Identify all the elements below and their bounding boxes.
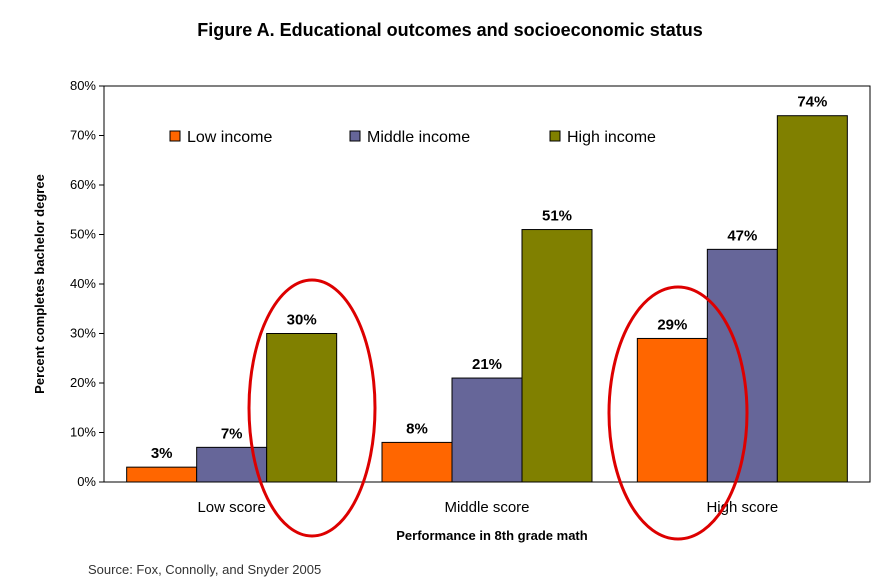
data-label: 3% [151,445,173,462]
data-label: 51% [542,208,572,225]
y-tick-label: 10% [70,425,96,440]
y-axis: 0% 10% 20% 30% 40% 50% 60% 70% 80% [70,78,104,489]
y-tick-label: 50% [70,227,96,242]
y-axis-title: Percent completes bachelor degree [32,174,47,394]
legend-swatch [549,130,561,142]
source-note: Source: Fox, Connolly, and Snyder 2005 [88,562,321,577]
highlight-annotations [247,278,749,541]
y-tick-label: 80% [70,78,96,93]
chart-title: Figure A. Educational outcomes and socio… [197,20,702,40]
y-tick-label: 40% [70,276,96,291]
data-label: 29% [657,316,687,333]
bar [266,333,338,483]
bar [451,377,523,483]
bar [381,441,453,483]
data-labels: 3% 7% 30% 8% 21% 51% 29% 47% 74% [151,94,828,462]
bar [776,115,848,483]
legend-swatch [169,130,181,142]
x-axis-title: Performance in 8th grade math [396,528,587,543]
highlight-ellipse [247,278,377,538]
highlight-ellipse [607,285,749,541]
bars [126,115,848,483]
legend-label: Middle income [367,129,470,146]
data-label: 74% [797,94,827,111]
x-tick-label: Low score [197,499,265,516]
legend-label: High income [567,129,656,146]
bar [521,229,593,483]
y-tick-label: 70% [70,128,96,143]
x-axis: Low score Middle score High score [197,499,778,516]
y-tick-label: 20% [70,375,96,390]
y-tick-label: 30% [70,326,96,341]
data-label: 21% [472,356,502,373]
data-label: 47% [727,227,757,244]
legend-swatch [349,130,361,142]
y-tick-label: 0% [77,474,96,489]
data-label: 30% [287,312,317,329]
x-tick-label: Middle score [444,499,529,516]
bar [126,466,198,483]
bar [636,337,708,483]
x-tick-label: High score [706,499,778,516]
legend-label: Low income [187,129,272,146]
legend: Low income Middle income High income [169,129,656,146]
data-label: 8% [406,420,428,437]
y-tick-label: 60% [70,177,96,192]
data-label: 7% [221,425,243,442]
